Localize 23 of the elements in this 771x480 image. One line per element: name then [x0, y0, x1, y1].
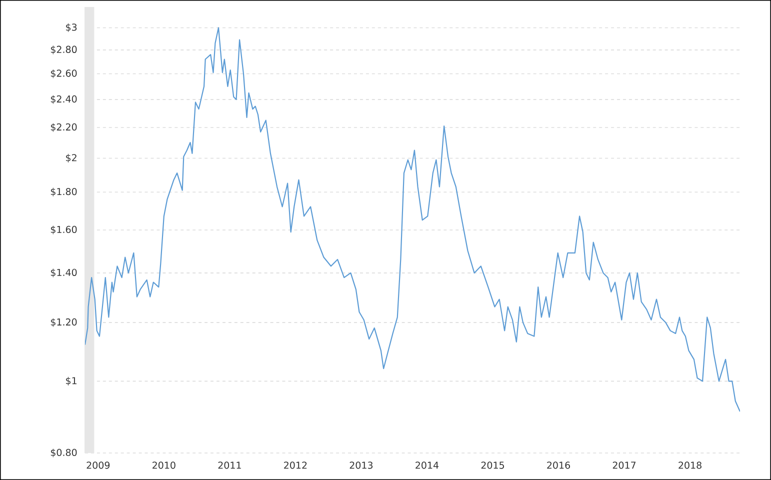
y-tick-label: $1.40	[50, 268, 77, 278]
y-tick-label: $2.80	[50, 46, 77, 54]
y-tick-label: $0.80	[50, 448, 77, 458]
y-tick-label: $2.60	[50, 69, 77, 78]
y-tick-label: $1.60	[50, 226, 77, 234]
x-tick-label: 2018	[678, 462, 702, 469]
y-tick-label: $1	[66, 376, 76, 386]
x-tick-label: 2010	[152, 462, 176, 469]
x-tick-label: 2013	[350, 462, 373, 469]
x-tick-label: 2015	[481, 462, 504, 469]
y-tick-label: $2.40	[50, 95, 77, 104]
x-tick-label: 2017	[612, 462, 636, 469]
x-tick-label: 2009	[86, 462, 110, 469]
x-tick-label: 2014	[416, 462, 439, 469]
x-tick-label: 2012	[284, 462, 307, 469]
line-series	[85, 27, 740, 412]
y-tick-label: $2.20	[50, 123, 77, 132]
y-tick-label: $2	[66, 154, 76, 163]
x-tick-label: 2011	[218, 462, 241, 469]
y-tick-label: $1.20	[50, 318, 77, 327]
y-tick-label: $1.80	[50, 188, 77, 196]
x-tick-label: 2016	[547, 462, 570, 469]
y-tick-label: $3	[66, 23, 77, 32]
